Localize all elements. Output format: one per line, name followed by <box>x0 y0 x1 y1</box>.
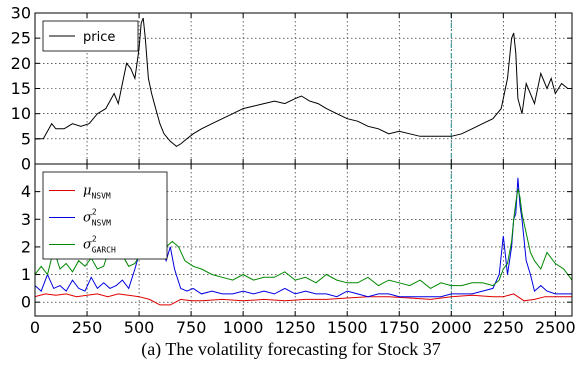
price-panel: 0 5 10 15 20 25 30 price <box>11 4 572 174</box>
y-tick-label: 0 <box>21 293 31 312</box>
x-tick-label: 2250 <box>483 318 524 337</box>
x-tick-label: 1250 <box>275 318 316 337</box>
y-tick-label: 4 <box>21 182 31 201</box>
y-tick-label: 25 <box>11 29 31 48</box>
y-tick-label: 30 <box>11 4 31 23</box>
x-tick-label: 1750 <box>379 318 420 337</box>
y-tick-label: 2 <box>21 237 31 256</box>
x-tick-label: 2500 <box>535 318 576 337</box>
x-tick-label: 500 <box>124 318 155 337</box>
y-tick-label: 20 <box>11 54 31 73</box>
y-tick-label: 5 <box>21 129 31 148</box>
x-tick-label: 0 <box>30 318 40 337</box>
y-tick-label: 15 <box>11 79 31 98</box>
y-tick-label: 3 <box>21 210 31 229</box>
series-line-1-0 <box>35 294 572 305</box>
x-tick-label: 250 <box>72 318 103 337</box>
x-tick-label: 750 <box>176 318 207 337</box>
x-tick-label: 2000 <box>431 318 472 337</box>
figure-caption: (a) The volatility forecasting for Stock… <box>0 339 582 360</box>
y-tick-label: 0 <box>21 155 31 174</box>
legend-label: price <box>83 30 115 45</box>
volatility-chart: 0 5 10 15 20 25 30 price 0 1 2 3 4 0 250 500 750 1000 125… <box>0 0 582 339</box>
x-tick-label: 1500 <box>327 318 368 337</box>
y-tick-label: 10 <box>11 104 31 123</box>
volatility-panel: 0 1 2 3 4 0 250 500 750 1000 1250 1500 1750 2000 2250 2… <box>21 164 576 337</box>
y-tick-label: 1 <box>21 265 31 284</box>
x-tick-label: 1000 <box>223 318 264 337</box>
